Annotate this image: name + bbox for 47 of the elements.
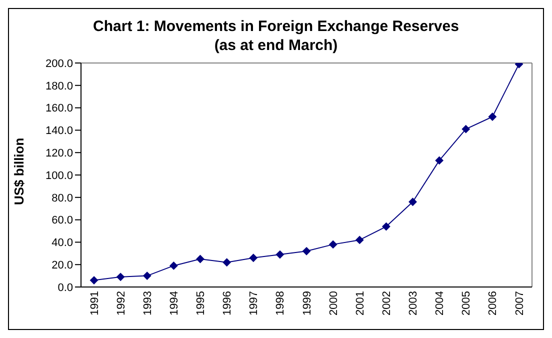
y-tick-label: 80.0	[52, 192, 73, 204]
point	[196, 255, 204, 263]
x-tick-label: 2003	[408, 291, 420, 316]
y-tick-label: 140.0	[45, 125, 73, 138]
point	[302, 247, 310, 256]
y-tick-label: 180.0	[45, 80, 73, 92]
point	[356, 236, 364, 244]
y-tick-label: 200.0	[45, 58, 73, 70]
x-tick-label: 1999	[301, 291, 314, 316]
point	[382, 222, 390, 231]
y-tick-label: 40.0	[52, 237, 73, 250]
x-tick-label: 1998	[274, 291, 287, 316]
point	[249, 254, 258, 262]
y-axis-title: US$ billion	[12, 138, 27, 205]
point	[170, 262, 178, 270]
chart-title: Chart 1: Movements in Foreign Exchange Reserves	[92, 17, 460, 36]
x-tick-label: 2001	[354, 291, 366, 316]
point	[488, 112, 496, 121]
point	[143, 272, 152, 280]
x-tick-label: 2002	[380, 291, 393, 316]
y-tick-label: 120.0	[45, 148, 73, 160]
point	[276, 250, 284, 259]
chart-subtitle: (as at end March)	[213, 36, 339, 55]
y-tick-label: 160.0	[45, 102, 73, 115]
point	[408, 198, 417, 206]
x-tick-label: 1991	[88, 291, 101, 316]
point	[329, 240, 338, 248]
point	[435, 156, 444, 164]
x-tick-label: 2004	[434, 291, 446, 316]
x-tick-label: 2007	[514, 291, 526, 316]
x-tick-label: 2006	[487, 291, 500, 316]
x-tick-label: 1997	[248, 291, 260, 316]
y-tick-label: 0.0	[58, 282, 73, 294]
point	[90, 276, 98, 284]
y-tick-label: 20.0	[52, 260, 73, 272]
x-tick-label: 1992	[115, 291, 128, 316]
point	[462, 125, 470, 134]
x-tick-label: 2000	[328, 291, 340, 316]
x-tick-label: 1996	[222, 291, 234, 316]
point	[116, 272, 125, 281]
x-tick-label: 1993	[142, 291, 154, 316]
point	[222, 258, 231, 266]
x-tick-label: 1995	[195, 291, 208, 316]
x-tick-label: 2005	[460, 291, 473, 316]
x-tick-label: 1994	[168, 291, 180, 316]
y-tick-label: 60.0	[52, 214, 73, 227]
y-tick-label: 100.0	[45, 170, 73, 182]
